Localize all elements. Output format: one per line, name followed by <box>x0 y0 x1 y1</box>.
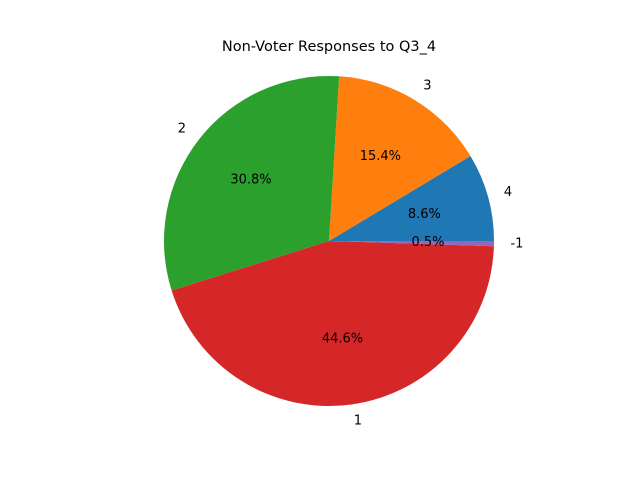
slice-label-2: 2 <box>178 122 186 137</box>
slice-pct-label-4: 8.6% <box>408 207 441 222</box>
pie-slice-1 <box>171 241 494 406</box>
slice-pct-label-2: 30.8% <box>230 173 271 188</box>
chart-title: Non-Voter Responses to Q3_4 <box>222 39 436 55</box>
slice-pct-label-3: 15.4% <box>360 149 401 164</box>
pie-slice-2 <box>163 76 340 291</box>
slice-label-3: 3 <box>423 78 431 93</box>
pie-slice-3 <box>329 76 471 241</box>
slice-pct-label--1: 0.5% <box>411 235 444 250</box>
slice-label--1: -1 <box>510 236 523 251</box>
pie-slice-4 <box>329 156 495 241</box>
slice-label-4: 4 <box>504 185 512 200</box>
slice-label-1: 1 <box>354 413 362 428</box>
pie-slice--1 <box>329 241 494 247</box>
pie-slices <box>163 76 495 406</box>
pie-labels: 4 8.6% 3 15.4% 2 30.8% 1 44.6% -1 0.5% <box>178 78 524 428</box>
slice-pct-label-1: 44.6% <box>322 332 363 347</box>
